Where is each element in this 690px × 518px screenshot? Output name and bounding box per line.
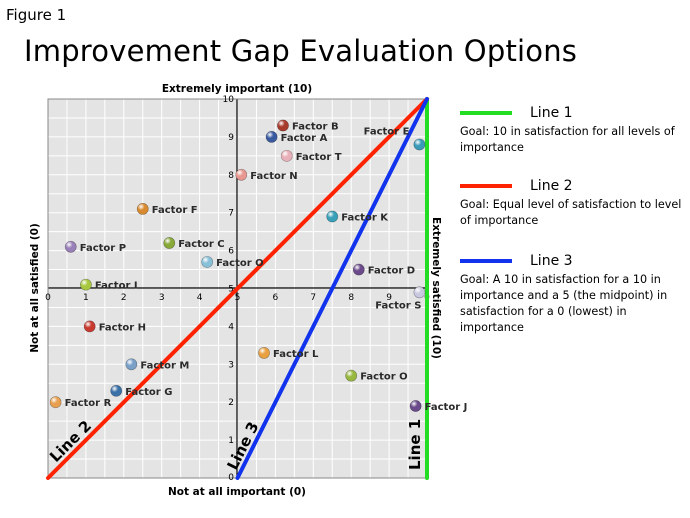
legend-item-line-2: Line 2 Goal: Equal level of satisfaction… bbox=[460, 177, 682, 229]
legend-swatch-line-1 bbox=[460, 111, 512, 115]
data-point-label: Factor L bbox=[273, 349, 319, 360]
data-point-label: Factor D bbox=[368, 266, 415, 277]
data-point-label: Factor H bbox=[99, 322, 146, 333]
chart-title: Improvement Gap Evaluation Options bbox=[24, 34, 578, 68]
data-point bbox=[409, 400, 422, 412]
data-point-label: Factor G bbox=[125, 387, 172, 398]
y-tick-label: 1 bbox=[228, 436, 234, 446]
data-point-label: Factor E bbox=[364, 126, 410, 137]
data-point bbox=[235, 168, 248, 181]
x-axis-top-label: Extremely important (10) bbox=[162, 83, 312, 95]
legend-swatch-line-3 bbox=[460, 259, 512, 263]
data-point bbox=[110, 384, 123, 397]
x-tick-label: 3 bbox=[159, 293, 165, 303]
data-point bbox=[413, 286, 426, 299]
y-tick-label: 7 bbox=[228, 209, 234, 219]
legend-item-line-1: Line 1 Goal: 10 in satisfaction for all … bbox=[460, 104, 682, 156]
data-point bbox=[49, 396, 62, 409]
data-point-label: Factor O bbox=[360, 372, 408, 383]
y-axis-left-label: Not at all satisfied (0) bbox=[29, 223, 41, 353]
data-point bbox=[80, 278, 92, 291]
legend-goal: Goal: Equal level of satisfaction to lev… bbox=[460, 198, 682, 227]
data-point-label: Factor N bbox=[250, 171, 297, 182]
data-point bbox=[280, 149, 293, 162]
y-axis-right-label: Extremely satisfied (10) bbox=[430, 217, 442, 359]
data-point-label: Factor A bbox=[281, 133, 328, 144]
x-tick-label: 0 bbox=[45, 293, 51, 303]
line-1-label: Line 1 bbox=[406, 419, 424, 470]
x-tick-label: 2 bbox=[121, 293, 127, 303]
y-tick-label: 9 bbox=[228, 133, 234, 143]
legend-goal: Goal: A 10 in satisfaction for a 10 in i… bbox=[460, 273, 668, 334]
y-tick-label: 10 bbox=[223, 95, 235, 105]
y-tick-label: 6 bbox=[228, 247, 234, 257]
figure-label: Figure 1 bbox=[6, 6, 67, 24]
data-point bbox=[125, 358, 138, 371]
y-tick-label: 2 bbox=[228, 398, 234, 408]
data-point-label: Factor C bbox=[178, 239, 224, 250]
x-tick-label: 6 bbox=[273, 293, 279, 303]
data-point-label: Factor K bbox=[341, 212, 389, 223]
data-point bbox=[83, 320, 96, 333]
data-point bbox=[258, 347, 270, 359]
series-line-3 bbox=[235, 97, 429, 480]
data-point bbox=[201, 256, 214, 268]
y-tick-label: 5 bbox=[228, 285, 234, 295]
legend-swatch-line-2 bbox=[460, 184, 512, 188]
legend-item-line-3: Line 3 Goal: A 10 in satisfaction for a … bbox=[460, 252, 682, 336]
legend-name: Line 1 bbox=[530, 105, 573, 121]
data-point-label: Factor P bbox=[80, 243, 126, 254]
x-tick-label: 4 bbox=[197, 293, 203, 303]
series-line-2 bbox=[46, 97, 429, 480]
y-tick-label: 4 bbox=[228, 322, 234, 332]
y-tick-label: 0 bbox=[228, 473, 234, 483]
data-point-label: Factor T bbox=[296, 152, 342, 163]
data-point bbox=[64, 240, 77, 253]
data-point-label: Factor B bbox=[292, 122, 339, 133]
data-point bbox=[136, 203, 149, 215]
data-point-label: Factor F bbox=[152, 205, 198, 216]
y-tick-label: 3 bbox=[228, 360, 234, 370]
data-point bbox=[163, 237, 176, 249]
legend-name: Line 3 bbox=[530, 253, 573, 269]
data-point bbox=[277, 119, 289, 132]
x-tick-label: 5 bbox=[235, 293, 241, 303]
x-axis-bottom-label: Not at all important (0) bbox=[168, 486, 306, 498]
x-tick-label: 7 bbox=[310, 293, 316, 303]
x-tick-label: 9 bbox=[386, 293, 392, 303]
legend-name: Line 2 bbox=[530, 178, 573, 194]
data-point-label: Factor M bbox=[140, 360, 189, 371]
legend-goal: Goal: 10 in satisfaction for all levels … bbox=[460, 125, 675, 154]
data-point-label: Factor J bbox=[425, 402, 468, 413]
data-point bbox=[413, 138, 426, 151]
y-tick-label: 8 bbox=[228, 171, 234, 181]
data-point-label: Factor R bbox=[65, 398, 112, 409]
data-point-label: Factor I bbox=[95, 281, 138, 292]
x-tick-label: 1 bbox=[83, 293, 89, 303]
x-tick-label: 8 bbox=[348, 293, 354, 303]
data-point bbox=[345, 369, 358, 382]
data-point-label: Factor O bbox=[216, 258, 264, 269]
data-point-label: Factor S bbox=[375, 300, 421, 311]
data-point bbox=[326, 210, 339, 223]
data-point bbox=[352, 263, 365, 276]
data-point bbox=[265, 130, 278, 143]
